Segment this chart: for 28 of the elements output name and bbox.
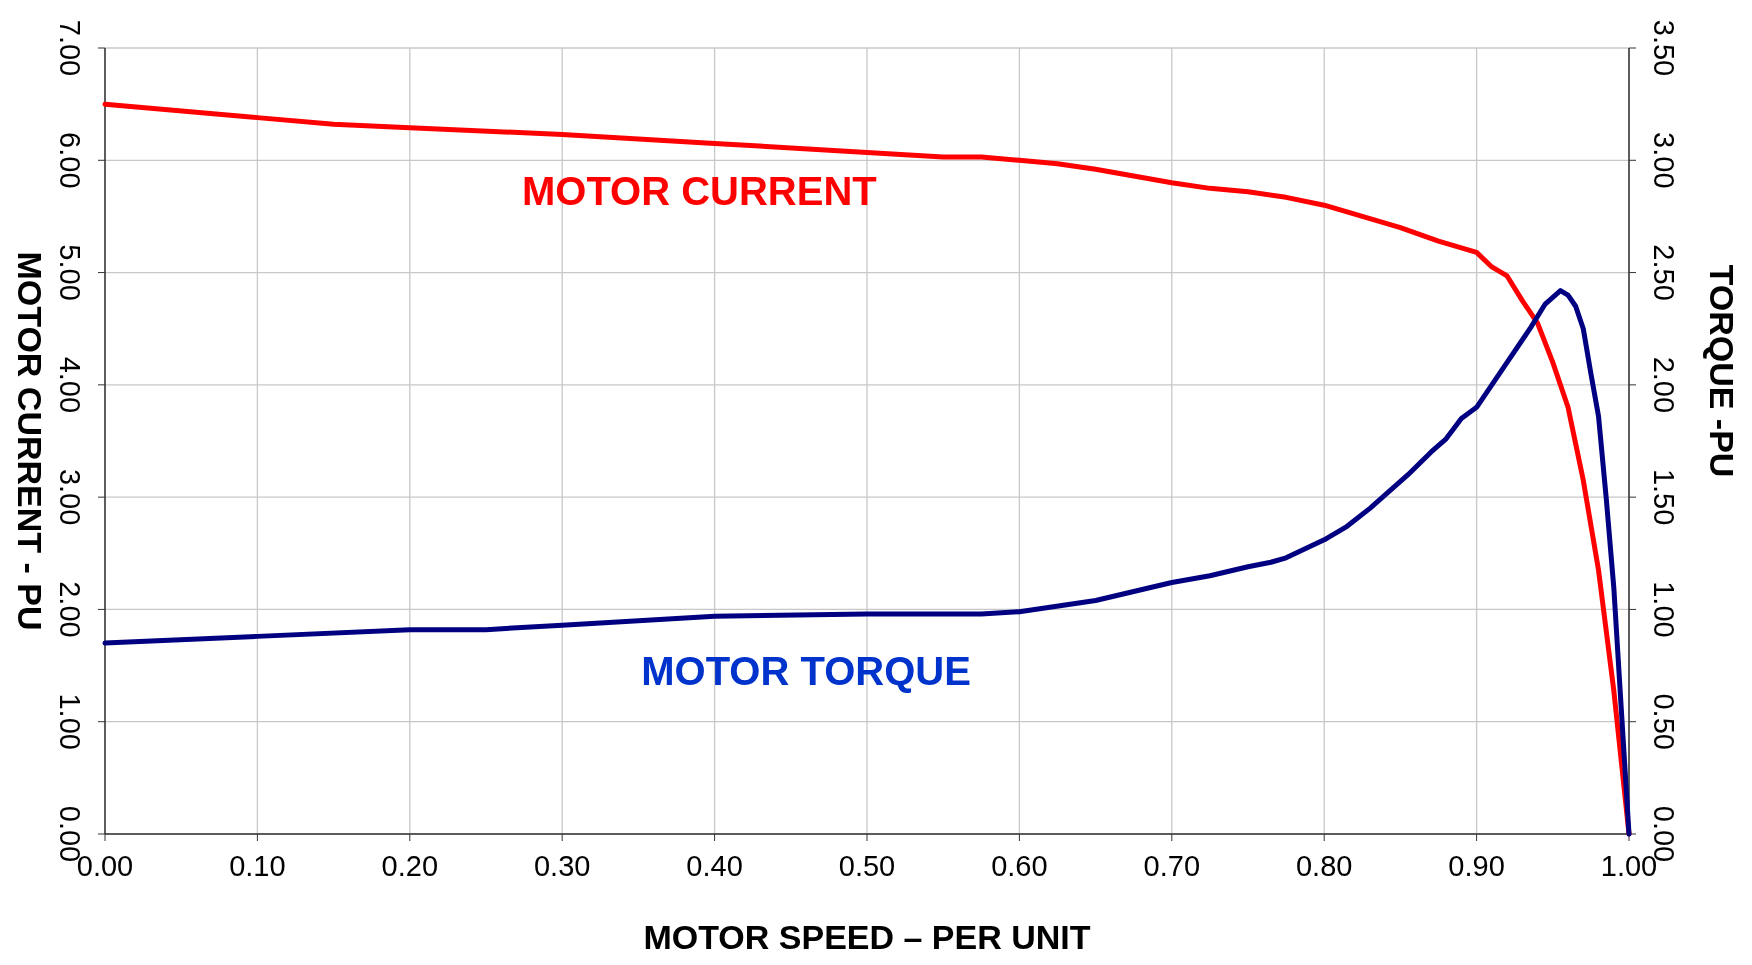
y2-tick-label: 2.50 <box>1648 244 1680 301</box>
x-tick-label: 0.80 <box>1295 850 1353 882</box>
y-axis-title: MOTOR CURRENT - PU <box>11 251 49 631</box>
y-tick-label: 4.00 <box>54 356 86 414</box>
y-tick-label: 1.00 <box>54 693 86 750</box>
x-tick-label: 0.10 <box>229 850 286 882</box>
y2-tick-label: 2.00 <box>1648 356 1680 414</box>
series-label: MOTOR TORQUE <box>641 648 971 693</box>
y-tick-label: 6.00 <box>54 132 86 189</box>
y-tick-label: 5.00 <box>54 244 86 301</box>
x-tick-label: 0.60 <box>991 850 1048 882</box>
y-tick-label: 3.00 <box>54 468 86 526</box>
x-tick-label: 0.40 <box>686 850 743 882</box>
x-tick-label: 0.90 <box>1448 850 1505 882</box>
y2-tick-label: 0.50 <box>1648 693 1680 750</box>
x-tick-label: 0.30 <box>533 850 591 882</box>
series-label: MOTOR CURRENT <box>521 169 877 214</box>
y2-tick-label: 1.50 <box>1648 468 1680 526</box>
y-tick-label: 2.00 <box>54 581 86 638</box>
x-axis-title: MOTOR SPEED – PER UNIT <box>643 918 1091 956</box>
y2-tick-label: 3.00 <box>1648 132 1680 189</box>
y-tick-label: 7.00 <box>54 19 86 77</box>
x-tick-label: 0.50 <box>838 850 896 882</box>
y2-axis-title: TORQUE -PU <box>1703 264 1741 478</box>
y2-tick-label: 1.00 <box>1648 581 1680 638</box>
x-tick-label: 0.20 <box>381 850 439 882</box>
y2-tick-label: 3.50 <box>1648 19 1680 77</box>
x-tick-label: 0.70 <box>1143 850 1201 882</box>
